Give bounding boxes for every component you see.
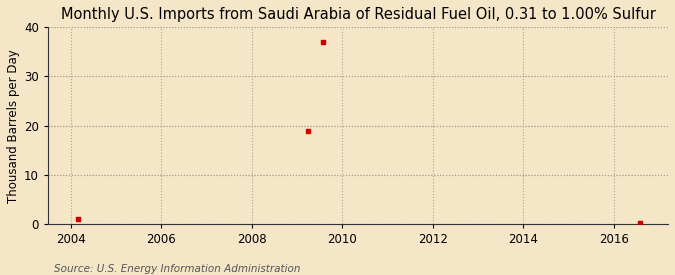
Title: Monthly U.S. Imports from Saudi Arabia of Residual Fuel Oil, 0.31 to 1.00% Sulfu: Monthly U.S. Imports from Saudi Arabia o… [61, 7, 655, 22]
Point [303, 128, 314, 133]
Y-axis label: Thousand Barrels per Day: Thousand Barrels per Day [7, 49, 20, 202]
Point [73, 217, 84, 221]
Point [318, 40, 329, 44]
Point [634, 221, 645, 225]
Text: Source: U.S. Energy Information Administration: Source: U.S. Energy Information Administ… [54, 264, 300, 274]
